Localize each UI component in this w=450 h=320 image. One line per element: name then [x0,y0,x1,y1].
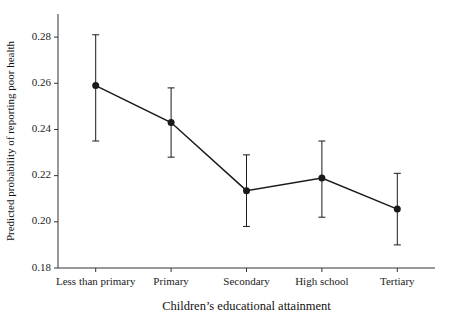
error-bar [394,173,401,245]
axes: 0.18 0.20 0.22 0.24 0.26 0.28 Less than primar… [32,14,435,287]
y-tick [54,37,58,38]
x-tick-label: High school [295,275,348,287]
error-bar [318,141,325,217]
x-tick [321,268,322,272]
x-tick-label: Tertiary [380,275,415,287]
y-tick [54,221,58,222]
y-tick [54,175,58,176]
point [394,206,401,213]
x-tick [171,268,172,272]
y-axis-label: Predicted probability of reporting poor … [4,40,16,241]
x-axis-label: Children’s educational attainment [162,299,331,313]
y-tick [54,83,58,84]
chart-svg: 0.18 0.20 0.22 0.24 0.26 0.28 Less than primar… [0,0,450,320]
y-tick [54,268,58,269]
point [92,82,99,89]
plot-area [92,35,401,245]
chart-container: 0.18 0.20 0.22 0.24 0.26 0.28 Less than primar… [0,0,450,320]
x-tick [246,268,247,272]
x-tick-label: Secondary [223,275,270,287]
line [96,86,398,210]
error-bar [92,35,99,141]
y-tick [54,129,58,130]
y-tick-label: 0.28 [32,30,52,42]
x-tick [95,268,96,272]
y-tick-label: 0.26 [32,76,52,88]
error-bar [243,155,250,227]
point [243,187,250,194]
y-tick-label: 0.22 [32,168,51,180]
point [318,174,325,181]
point [168,119,175,126]
x-tick-label: Primary [153,275,189,287]
x-tick [397,268,398,272]
error-bar [168,88,175,157]
x-tick-label: Less than primary [56,275,136,287]
y-axis-line [58,14,59,268]
y-tick-label: 0.18 [32,261,52,273]
y-tick-label: 0.20 [32,214,52,226]
y-tick-label: 0.24 [32,122,52,134]
